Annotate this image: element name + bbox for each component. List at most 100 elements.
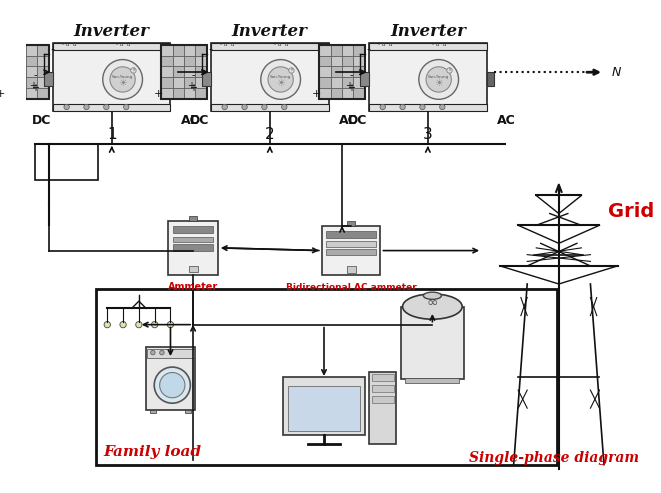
Bar	[405, 378, 459, 384]
Bar	[150, 410, 155, 413]
Text: 2: 2	[265, 127, 274, 142]
Text: Ammeter: Ammeter	[168, 282, 218, 292]
Bar	[342, 77, 354, 88]
Text: Sun-Young: Sun-Young	[270, 75, 292, 79]
Circle shape	[242, 105, 247, 110]
Text: ☀: ☀	[434, 78, 443, 88]
Bar	[195, 88, 207, 99]
Circle shape	[289, 68, 294, 73]
Bar	[288, 386, 360, 431]
Circle shape	[261, 60, 301, 99]
Bar	[37, 77, 48, 88]
Circle shape	[268, 67, 293, 92]
Text: -: -	[50, 44, 54, 54]
Bar	[342, 56, 354, 67]
Bar	[195, 45, 207, 56]
Bar	[195, 56, 207, 67]
Bar	[369, 372, 396, 444]
Bar	[327, 231, 376, 239]
Bar	[202, 72, 211, 86]
Text: N: N	[611, 66, 621, 79]
Circle shape	[104, 321, 110, 328]
Bar	[401, 307, 464, 379]
Circle shape	[136, 321, 142, 328]
Bar	[330, 56, 342, 67]
Bar	[161, 88, 173, 99]
Text: +: +	[0, 89, 5, 100]
Circle shape	[151, 351, 155, 355]
Text: Grid: Grid	[609, 202, 655, 221]
Bar	[319, 77, 330, 88]
Bar	[173, 244, 214, 251]
Ellipse shape	[423, 292, 442, 299]
Bar	[173, 88, 184, 99]
Text: -: -	[33, 70, 37, 80]
Text: +: +	[189, 82, 197, 93]
Circle shape	[110, 67, 136, 92]
Circle shape	[102, 60, 143, 99]
Text: AC: AC	[181, 114, 200, 127]
Bar	[342, 45, 354, 56]
Bar	[330, 45, 342, 56]
Bar	[26, 45, 37, 56]
Ellipse shape	[403, 294, 462, 319]
Bar	[346, 266, 356, 273]
Bar	[330, 88, 342, 99]
Bar	[3, 45, 48, 99]
Bar	[319, 56, 330, 67]
Text: R: R	[132, 69, 135, 72]
Bar	[319, 45, 365, 99]
Text: DC: DC	[32, 114, 52, 127]
Bar	[161, 45, 207, 99]
Bar	[3, 77, 15, 88]
Bar	[342, 88, 354, 99]
Text: +: +	[187, 81, 195, 91]
Bar	[284, 377, 365, 435]
Bar	[37, 67, 48, 77]
Bar	[53, 43, 171, 110]
Bar	[161, 56, 173, 67]
Bar	[188, 266, 198, 272]
Bar	[171, 72, 178, 86]
Circle shape	[160, 373, 185, 398]
Bar	[173, 45, 184, 56]
Circle shape	[426, 67, 451, 92]
Text: AC: AC	[498, 114, 516, 127]
Bar	[3, 67, 15, 77]
Text: +: +	[345, 81, 353, 91]
Text: - u  u: - u u	[432, 42, 447, 47]
Bar	[145, 347, 195, 411]
Bar	[97, 288, 557, 464]
Text: - u  u: - u u	[378, 42, 393, 47]
Bar	[330, 77, 342, 88]
Bar	[360, 72, 369, 86]
Bar	[330, 67, 342, 77]
Circle shape	[420, 105, 425, 110]
Bar	[354, 77, 365, 88]
Bar	[15, 56, 26, 67]
Circle shape	[380, 105, 385, 110]
Text: +: +	[29, 81, 37, 91]
Bar	[184, 45, 195, 56]
Bar	[173, 77, 184, 88]
Bar	[147, 349, 194, 358]
Text: Inverter: Inverter	[232, 23, 308, 40]
Circle shape	[64, 105, 69, 110]
Bar	[173, 226, 214, 233]
Bar	[369, 43, 486, 110]
Circle shape	[151, 321, 158, 328]
Bar	[329, 72, 336, 86]
Text: DC: DC	[348, 114, 368, 127]
Bar	[195, 67, 207, 77]
Bar	[26, 56, 37, 67]
Bar	[26, 88, 37, 99]
Text: DC: DC	[190, 114, 210, 127]
Bar	[184, 77, 195, 88]
Bar	[211, 105, 329, 110]
Bar	[15, 67, 26, 77]
Bar	[190, 216, 197, 221]
Bar	[15, 88, 26, 99]
Bar	[327, 249, 376, 255]
Text: 3: 3	[423, 127, 433, 142]
Bar	[53, 105, 171, 110]
